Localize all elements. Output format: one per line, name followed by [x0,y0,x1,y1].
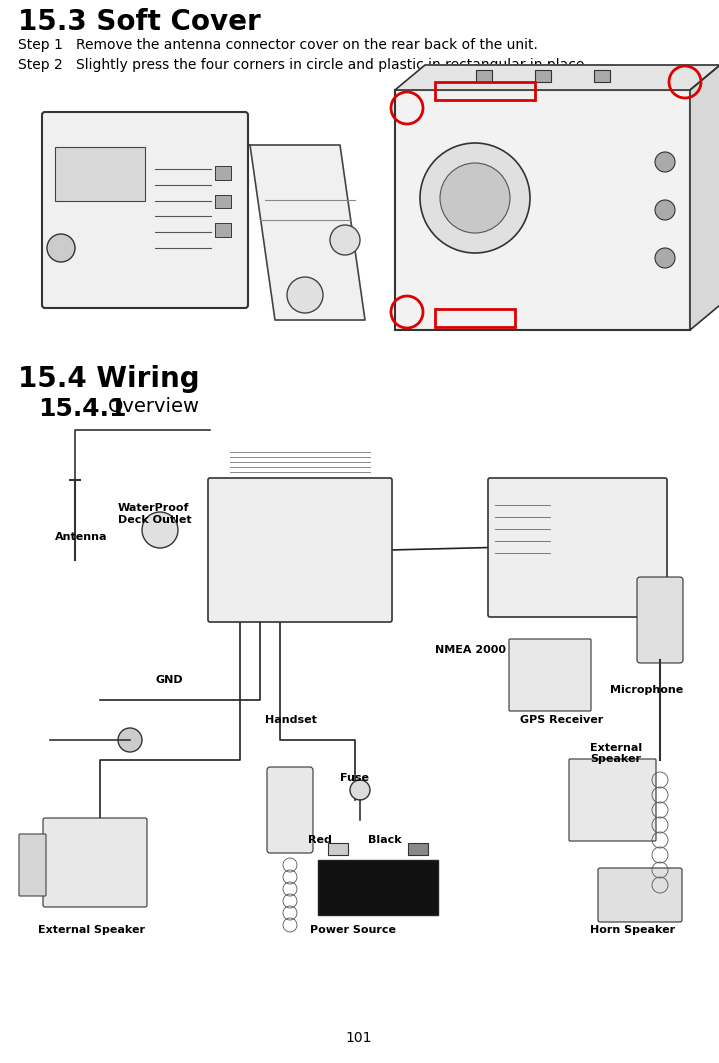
Bar [215,166,231,180]
Text: Deck Outlet: Deck Outlet [118,514,192,525]
Text: Step 1: Step 1 [18,38,63,52]
Text: External: External [590,743,642,753]
Text: External Speaker: External Speaker [38,925,145,935]
FancyBboxPatch shape [19,834,46,896]
Circle shape [142,512,178,549]
Polygon shape [395,65,719,90]
Text: Handset: Handset [265,715,317,725]
Bar [215,195,231,208]
Bar [18,80,700,340]
Bar [593,70,610,82]
Text: Speaker: Speaker [590,754,641,764]
Circle shape [118,728,142,752]
Text: GPS Receiver: GPS Receiver [520,715,603,725]
Text: Remove the antenna connector cover on the rear back of the unit.: Remove the antenna connector cover on th… [76,38,538,52]
FancyBboxPatch shape [488,478,667,617]
Bar [475,70,492,82]
Circle shape [655,200,675,220]
Text: Fuse: Fuse [340,773,369,783]
Polygon shape [690,65,719,330]
Text: Overview: Overview [108,396,200,416]
Bar [215,223,231,237]
Bar [435,309,515,327]
Bar [408,843,428,855]
Text: GND: GND [155,675,183,685]
FancyBboxPatch shape [208,478,392,622]
Circle shape [287,277,323,313]
Text: 15.4 Wiring: 15.4 Wiring [18,365,200,393]
Bar [534,70,551,82]
Circle shape [47,234,75,261]
Text: Microphone: Microphone [610,685,683,695]
Bar [328,843,348,855]
Polygon shape [250,145,365,320]
FancyBboxPatch shape [598,868,682,922]
Text: Step 2: Step 2 [18,58,63,72]
Text: Power Source: Power Source [310,925,396,935]
FancyBboxPatch shape [395,90,690,330]
FancyBboxPatch shape [637,577,683,663]
Circle shape [440,163,510,233]
Circle shape [655,152,675,172]
Text: Slightly press the four corners in circle and plastic in rectangular in place.: Slightly press the four corners in circl… [76,58,589,72]
Text: NMEA 2000: NMEA 2000 [435,645,506,655]
Bar [435,82,535,100]
Bar [215,223,231,237]
Bar [215,166,231,180]
Text: Antenna: Antenna [55,532,108,542]
Bar [55,148,145,201]
FancyBboxPatch shape [267,767,313,853]
Text: Horn Speaker: Horn Speaker [590,925,675,935]
FancyBboxPatch shape [509,639,591,711]
Bar [318,860,438,915]
FancyBboxPatch shape [569,759,656,841]
Circle shape [350,780,370,800]
Circle shape [420,144,530,253]
Text: 15.3 Soft Cover: 15.3 Soft Cover [18,9,261,36]
FancyBboxPatch shape [43,819,147,907]
Text: 15.4.1: 15.4.1 [38,396,127,421]
Circle shape [330,225,360,255]
Circle shape [655,248,675,268]
Text: Red: Red [308,836,332,845]
Text: Black: Black [368,836,402,845]
Text: WaterProof: WaterProof [118,503,190,513]
Text: 101: 101 [346,1031,372,1045]
Bar [18,431,700,960]
Bar [215,195,231,208]
FancyBboxPatch shape [42,112,248,308]
